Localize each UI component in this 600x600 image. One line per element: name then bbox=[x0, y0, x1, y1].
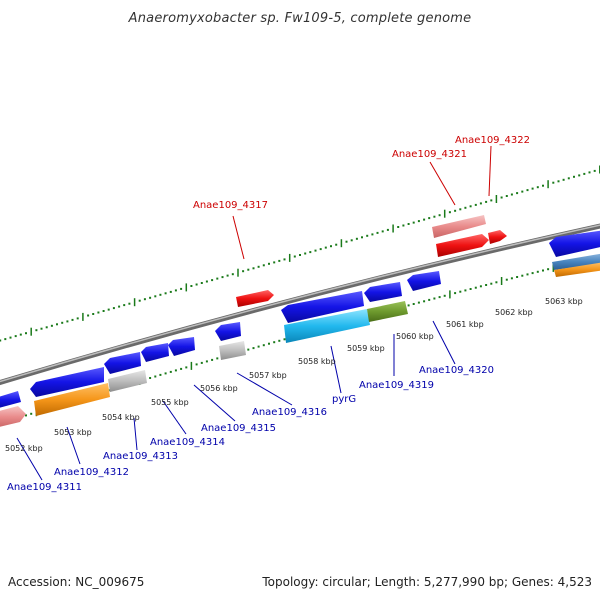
reverse-leader-lines bbox=[16, 320, 456, 481]
gene-arrow[interactable] bbox=[215, 322, 241, 341]
scale-labels: 5052 kbp 5053 kbp 5054 kbp 5055 kbp 5056… bbox=[5, 297, 583, 453]
gene-label[interactable]: Anae109_4314 bbox=[150, 437, 225, 448]
accession-text: Accession: NC_009675 bbox=[8, 575, 145, 589]
gene-arrow[interactable] bbox=[108, 370, 147, 392]
gene-label[interactable]: Anae109_4316 bbox=[252, 407, 327, 418]
reverse-strand-genes bbox=[0, 230, 600, 416]
forward-leader-lines bbox=[232, 145, 492, 260]
scale-label: 5053 kbp bbox=[54, 428, 92, 437]
gene-label[interactable]: Anae109_4315 bbox=[201, 423, 276, 434]
gene-arrow[interactable] bbox=[0, 406, 26, 428]
gene-label[interactable]: Anae109_4313 bbox=[103, 451, 178, 462]
map-title: Anaeromyxobacter sp. Fw109-5, complete g… bbox=[128, 11, 472, 26]
gene-arrow[interactable] bbox=[364, 282, 402, 302]
gene-arrow[interactable] bbox=[281, 291, 364, 323]
gene-arrow[interactable] bbox=[549, 230, 600, 257]
gene-label[interactable]: Anae109_4320 bbox=[419, 365, 494, 376]
gene-arrow[interactable] bbox=[34, 383, 110, 416]
gene-label[interactable]: Anae109_4311 bbox=[7, 482, 82, 493]
gene-label[interactable]: Anae109_4321 bbox=[392, 149, 467, 160]
scale-label: 5063 kbp bbox=[545, 297, 583, 306]
gene-arrow[interactable] bbox=[236, 290, 274, 307]
gene-label[interactable]: Anae109_4312 bbox=[54, 467, 129, 478]
scale-label: 5054 kbp bbox=[102, 413, 140, 422]
gene-arrow[interactable] bbox=[552, 253, 600, 270]
gene-arrow[interactable] bbox=[168, 337, 195, 356]
gene-arrow[interactable] bbox=[0, 391, 21, 409]
gene-label[interactable]: Anae109_4322 bbox=[455, 135, 530, 146]
scale-label: 5055 kbp bbox=[151, 398, 189, 407]
scale-label: 5059 kbp bbox=[347, 344, 385, 353]
gene-arrow[interactable] bbox=[367, 301, 408, 322]
gene-arrow[interactable] bbox=[30, 367, 104, 397]
gene-arrow[interactable] bbox=[554, 262, 600, 277]
scale-label: 5058 kbp bbox=[298, 357, 336, 366]
forward-gene-labels: Anae109_4317 Anae109_4321 Anae109_4322 bbox=[193, 135, 530, 211]
gene-arrow[interactable] bbox=[141, 343, 169, 362]
scale-label: 5056 kbp bbox=[200, 384, 238, 393]
genome-summary-text: Topology: circular; Length: 5,277,990 bp… bbox=[262, 575, 592, 589]
scale-label: 5061 kbp bbox=[446, 320, 484, 329]
gene-arrow[interactable] bbox=[432, 215, 486, 238]
genome-backbone bbox=[0, 223, 600, 386]
reverse-gene-labels: Anae109_4311 Anae109_4312 Anae109_4313 A… bbox=[7, 365, 494, 493]
scale-label: 5060 kbp bbox=[396, 332, 434, 341]
forward-strand-genes bbox=[0, 215, 507, 428]
gene-label[interactable]: pyrG bbox=[332, 394, 356, 405]
gene-label[interactable]: Anae109_4319 bbox=[359, 380, 434, 391]
gene-arrow[interactable] bbox=[219, 341, 246, 360]
gene-arrow[interactable] bbox=[488, 230, 507, 244]
scale-label: 5062 kbp bbox=[495, 308, 533, 317]
gene-label[interactable]: Anae109_4317 bbox=[193, 200, 268, 211]
gene-arrow[interactable] bbox=[407, 271, 441, 291]
gene-arrow[interactable] bbox=[104, 352, 141, 374]
gene-arrow[interactable] bbox=[284, 309, 370, 343]
gene-arrow[interactable] bbox=[436, 234, 489, 257]
scale-label: 5052 kbp bbox=[5, 444, 43, 453]
scale-label: 5057 kbp bbox=[249, 371, 287, 380]
